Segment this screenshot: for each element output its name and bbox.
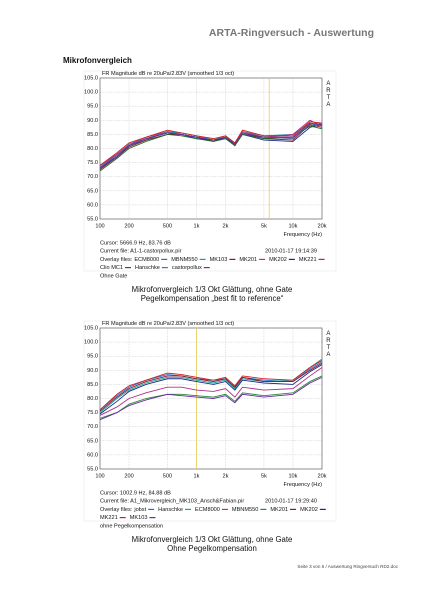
legend-label: MK201 bbox=[239, 257, 257, 263]
note: ohne Pegelkompensation bbox=[100, 523, 163, 529]
y-tick-label: 70.0 bbox=[87, 174, 98, 180]
side-label: ARTA bbox=[325, 81, 331, 109]
timestamp: 2010-01-17 19:14:39 bbox=[265, 249, 317, 255]
legend-label: MBNM550 bbox=[232, 507, 258, 513]
overlay-label: Overlay files: bbox=[100, 257, 133, 263]
legend-label: MK221 bbox=[299, 257, 317, 263]
curve bbox=[99, 364, 323, 415]
legend-label: castorpollux bbox=[172, 265, 202, 271]
cursor-readout: Cursor: 5666.9 Hz, 83.76 dB bbox=[100, 240, 171, 246]
current-file: Current file: A1_Mikrovergleich_MK103_An… bbox=[100, 499, 244, 505]
legend-label: MK201 bbox=[270, 507, 288, 513]
legend-label: MK202 bbox=[269, 257, 287, 263]
x-tick-label: 200 bbox=[124, 473, 133, 479]
current-file: Current file: A1-1-castorpollux.pir bbox=[100, 249, 182, 255]
y-tick-label: 80.0 bbox=[87, 146, 98, 152]
y-tick-label: 75.0 bbox=[87, 410, 98, 416]
y-tick-label: 95.0 bbox=[87, 354, 98, 360]
legend-label: Clio MC1 bbox=[100, 265, 123, 271]
y-tick-label: 100.0 bbox=[84, 340, 98, 346]
curve bbox=[99, 367, 323, 416]
legend-label: Hanschke bbox=[158, 507, 183, 513]
y-tick-label: 75.0 bbox=[87, 160, 98, 166]
x-tick-label: 500 bbox=[163, 473, 172, 479]
y-tick-label: 80.0 bbox=[87, 396, 98, 402]
x-axis-label: Frequency (Hz) bbox=[283, 482, 322, 488]
curve bbox=[99, 362, 323, 412]
figure-caption: Mikrofonvergleich 1/3 Okt Glättung, ohne… bbox=[132, 535, 293, 544]
cursor-readout: Cursor: 1002.9 Hz, 84.88 dB bbox=[100, 490, 171, 496]
legend-label: MK221 bbox=[100, 515, 118, 521]
side-label: ARTA bbox=[325, 331, 331, 359]
note: Ohne Gate bbox=[100, 273, 127, 279]
legend-label: MK202 bbox=[300, 507, 318, 513]
x-tick-label: 100 bbox=[95, 473, 104, 479]
y-tick-label: 90.0 bbox=[87, 368, 98, 374]
curve bbox=[99, 376, 323, 421]
x-tick-label: 500 bbox=[163, 223, 172, 229]
y-tick-label: 100.0 bbox=[84, 90, 98, 96]
curve bbox=[99, 122, 323, 169]
chart-title: FR Magnitude dB re 20uPa/2.83V (smoothed… bbox=[102, 71, 234, 77]
chart-title: FR Magnitude dB re 20uPa/2.83V (smoothed… bbox=[102, 321, 234, 327]
x-tick-label: 5k bbox=[261, 473, 267, 479]
curve bbox=[99, 121, 323, 166]
x-tick-label: 1k bbox=[194, 473, 200, 479]
x-tick-label: 20k bbox=[317, 223, 326, 229]
legend-label: MK103 bbox=[130, 515, 148, 521]
y-tick-label: 90.0 bbox=[87, 118, 98, 124]
x-tick-label: 10k bbox=[288, 223, 297, 229]
section-title: Mikrofonvergleich bbox=[63, 56, 132, 65]
curve bbox=[99, 125, 323, 172]
curve bbox=[99, 358, 323, 413]
x-tick-label: 1k bbox=[194, 223, 200, 229]
legend-label: Hanschke bbox=[135, 265, 160, 271]
x-axis-label: Frequency (Hz) bbox=[283, 232, 322, 238]
y-tick-label: 105.0 bbox=[84, 75, 98, 81]
figure-caption: Mikrofonvergleich 1/3 Okt Glättung, ohne… bbox=[132, 285, 293, 294]
legend-label: ECM8000 bbox=[134, 257, 159, 263]
y-tick-label: 60.0 bbox=[87, 202, 98, 208]
footer: Seite 3 von 6 / Auswertung Ringversuch R… bbox=[297, 564, 398, 569]
x-tick-label: 2k bbox=[223, 473, 229, 479]
figure-caption: Pegelkompensation „best fit to reference… bbox=[141, 294, 284, 303]
y-tick-label: 60.0 bbox=[87, 452, 98, 458]
legend-label: jobst bbox=[133, 507, 146, 513]
x-tick-label: 10k bbox=[288, 473, 297, 479]
legend-label: ECM8000 bbox=[195, 507, 220, 513]
y-tick-label: 85.0 bbox=[87, 132, 98, 138]
legend-label: MK103 bbox=[210, 257, 228, 263]
y-tick-label: 95.0 bbox=[87, 104, 98, 110]
curve bbox=[99, 360, 323, 411]
y-tick-label: 65.0 bbox=[87, 438, 98, 444]
x-tick-label: 100 bbox=[95, 223, 104, 229]
curve bbox=[99, 375, 323, 419]
legend-label: MBNM550 bbox=[171, 257, 197, 263]
x-tick-label: 20k bbox=[317, 473, 326, 479]
y-tick-label: 65.0 bbox=[87, 188, 98, 194]
y-tick-label: 55.0 bbox=[87, 216, 98, 222]
header-title: ARTA-Ringversuch - Auswertung bbox=[209, 27, 374, 39]
x-tick-label: 2k bbox=[223, 223, 229, 229]
y-tick-label: 55.0 bbox=[87, 466, 98, 472]
y-tick-label: 85.0 bbox=[87, 382, 98, 388]
y-tick-label: 105.0 bbox=[84, 325, 98, 331]
y-tick-label: 70.0 bbox=[87, 424, 98, 430]
x-tick-label: 200 bbox=[124, 223, 133, 229]
figure-caption: Ohne Pegelkompensation bbox=[167, 544, 257, 553]
x-tick-label: 5k bbox=[261, 223, 267, 229]
timestamp: 2010-01-17 19:29:40 bbox=[265, 499, 317, 505]
overlay-label: Overlay files: bbox=[100, 507, 133, 513]
